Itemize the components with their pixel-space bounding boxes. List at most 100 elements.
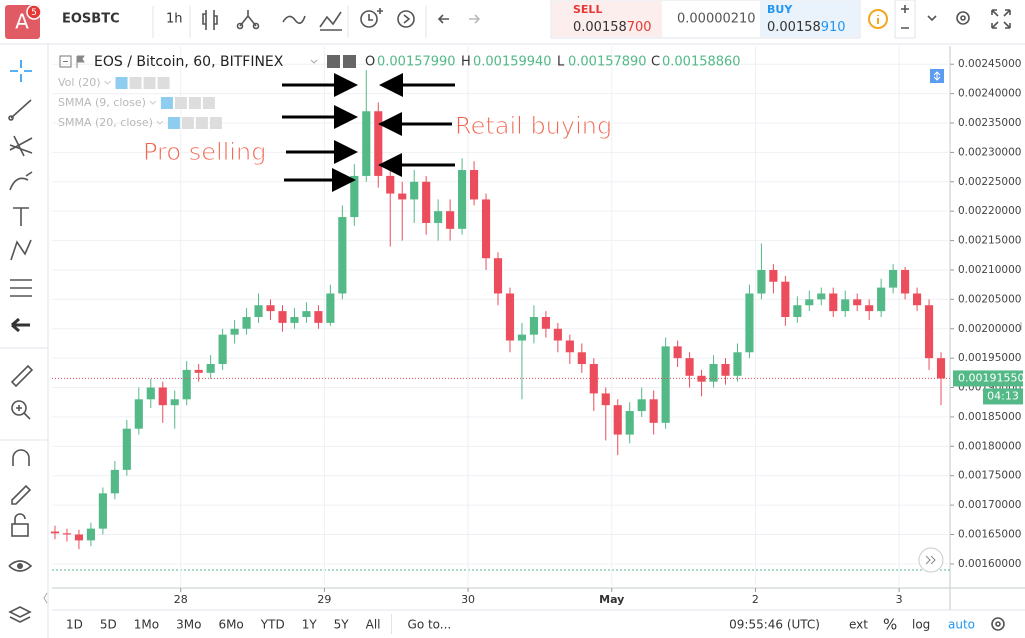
- clock: 09:55:46 (UTC): [729, 618, 820, 632]
- indicator-button[interactable]: [202, 97, 215, 109]
- sell-box[interactable]: [552, 1, 662, 37]
- indicator-label[interactable]: SMMA (20, close): [58, 116, 153, 129]
- settings-icon[interactable]: [956, 11, 970, 25]
- range-button[interactable]: All: [366, 618, 381, 632]
- candle-body: [517, 334, 527, 341]
- candle-body: [362, 111, 371, 176]
- indicator-button[interactable]: [143, 77, 156, 89]
- scale-option[interactable]: ext: [849, 618, 868, 632]
- range-button[interactable]: 6Mo: [218, 618, 243, 632]
- indicator-button[interactable]: [209, 117, 222, 129]
- scroll-button[interactable]: [918, 547, 944, 573]
- sell-main: 0.00158: [573, 20, 627, 35]
- scale-option[interactable]: %: [883, 616, 897, 634]
- scale-option[interactable]: auto: [948, 618, 975, 632]
- indicator-button[interactable]: [160, 97, 173, 109]
- indicator-button[interactable]: [195, 117, 208, 129]
- indicator-button[interactable]: [167, 117, 180, 129]
- goto-button[interactable]: Go to...: [408, 618, 452, 632]
- buy-box[interactable]: [760, 1, 859, 37]
- range-button[interactable]: 1Mo: [134, 618, 159, 632]
- y-tick-label: 0.00215000: [958, 235, 1021, 247]
- arrows: [282, 73, 455, 192]
- c-value: 0.00158860: [662, 55, 741, 70]
- l-label: L: [557, 55, 565, 70]
- info-icon[interactable]: [868, 9, 888, 29]
- candle-body: [422, 181, 431, 223]
- indicator-button[interactable]: [174, 97, 187, 109]
- indicator-button[interactable]: [181, 117, 194, 129]
- indicator-chevron: [149, 100, 157, 105]
- y-tick-label: 0.00185000: [958, 411, 1021, 423]
- fullscreen-icon[interactable]: [991, 9, 1011, 29]
- buy-tail: 910: [821, 20, 846, 35]
- c-label: C: [651, 55, 660, 70]
- symbol[interactable]: EOSBTC: [62, 12, 120, 27]
- x-tick-label: 29: [317, 593, 331, 606]
- interval[interactable]: 1h: [166, 12, 183, 27]
- candle-body: [254, 305, 263, 317]
- indicator-label[interactable]: Vol (20): [58, 76, 101, 89]
- candle-body: [458, 170, 467, 229]
- indicator-button[interactable]: [115, 77, 128, 89]
- candle-body: [781, 281, 790, 317]
- indicator-label[interactable]: SMMA (9, close): [58, 96, 146, 109]
- candle-body: [613, 405, 622, 435]
- x-tick-label: 3: [896, 593, 903, 606]
- left-toolbar[interactable]: [8, 60, 34, 623]
- o-label: O: [365, 55, 375, 70]
- candle-body: [817, 293, 826, 300]
- candle-body: [374, 111, 383, 176]
- candle-body: [98, 493, 107, 529]
- candle-body: [936, 358, 946, 379]
- range-button[interactable]: YTD: [260, 618, 285, 632]
- o-value: 0.00157990: [377, 55, 456, 70]
- y-tick-label: 0.00175000: [958, 470, 1021, 482]
- candle-body: [913, 293, 922, 306]
- candle-body: [901, 269, 910, 294]
- candle-body: [493, 258, 503, 294]
- range-button[interactable]: 5D: [100, 618, 117, 632]
- collapse-button[interactable]: [59, 55, 72, 68]
- candle-body: [278, 311, 287, 323]
- x-tick-label: 30: [461, 593, 475, 606]
- indicator-button[interactable]: [188, 97, 201, 109]
- indicator-button[interactable]: [129, 77, 142, 89]
- qty-stepper[interactable]: [894, 0, 916, 39]
- x-tick-label: 28: [174, 593, 188, 606]
- y-tick-label: 0.00245000: [958, 58, 1021, 70]
- candle-body: [685, 358, 694, 376]
- y-tick-label: 0.00235000: [958, 117, 1021, 129]
- candle-body: [481, 199, 491, 259]
- y-tick-label: 0.00200000: [958, 323, 1021, 335]
- eye-button[interactable]: [327, 55, 340, 68]
- buy-label: BUY: [767, 3, 793, 16]
- indicator-chevron: [156, 120, 164, 125]
- candle-body: [62, 533, 72, 535]
- range-button[interactable]: 3Mo: [176, 618, 201, 632]
- scale-option[interactable]: log: [912, 618, 930, 632]
- top-bar: [0, 0, 1025, 44]
- countdown-tag: [983, 388, 1023, 405]
- footer-settings[interactable]: [991, 617, 1005, 631]
- candle-body: [194, 369, 203, 373]
- candle-body: [218, 334, 227, 365]
- toolbar-icons[interactable]: [202, 8, 481, 31]
- range-button[interactable]: 1D: [66, 618, 83, 632]
- candle-body: [110, 469, 119, 494]
- sell-price: 0.00158700: [573, 20, 652, 35]
- range-button[interactable]: 5Y: [334, 618, 350, 632]
- candle-body: [853, 299, 862, 306]
- candle-body: [290, 317, 299, 323]
- settings-button[interactable]: [343, 55, 356, 68]
- candle-body: [733, 352, 742, 376]
- candle-body: [230, 328, 239, 335]
- candle-body: [601, 393, 610, 406]
- y-tick-label: 0.00165000: [958, 529, 1021, 541]
- chevron[interactable]: [927, 15, 937, 22]
- candle-body: [889, 269, 898, 288]
- y-tick-label: 0.00240000: [958, 88, 1021, 100]
- indicator-button[interactable]: [157, 77, 170, 89]
- range-button[interactable]: 1Y: [302, 618, 318, 632]
- candle-body: [326, 293, 335, 323]
